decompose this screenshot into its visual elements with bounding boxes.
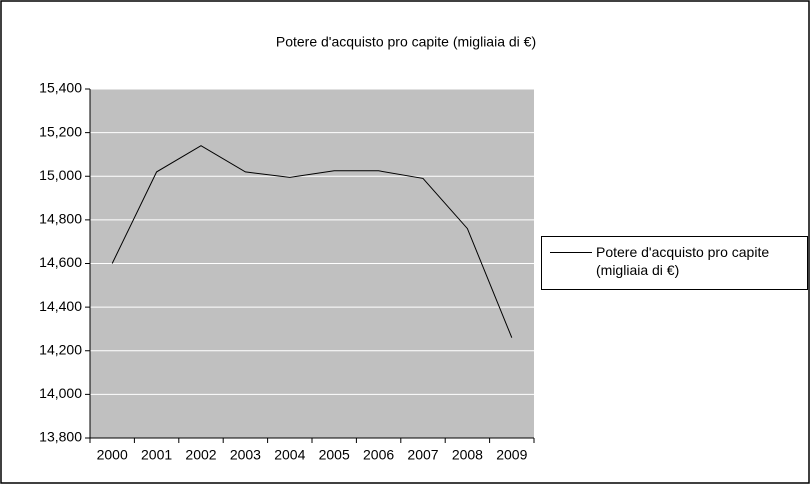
x-tick-label: 2001 xyxy=(141,447,172,463)
y-tick-label: 14,000 xyxy=(39,385,82,401)
y-tick-label: 15,400 xyxy=(39,80,82,96)
x-tick-label: 2004 xyxy=(274,447,305,463)
y-tick-label: 15,000 xyxy=(39,167,82,183)
chart-title: Potere d'acquisto pro capite (migliaia d… xyxy=(276,34,536,50)
y-tick-label: 14,400 xyxy=(39,298,82,314)
y-tick-label: 14,600 xyxy=(39,254,82,270)
x-tick-label: 2005 xyxy=(319,447,350,463)
y-tick-label: 13,800 xyxy=(39,429,82,445)
x-tick-label: 2006 xyxy=(363,447,394,463)
x-tick-label: 2002 xyxy=(185,447,216,463)
x-tick-label: 2008 xyxy=(452,447,483,463)
x-tick-label: 2007 xyxy=(407,447,438,463)
x-tick-label: 2000 xyxy=(97,447,128,463)
x-tick-label: 2009 xyxy=(496,447,527,463)
y-tick-label: 15,200 xyxy=(39,123,82,139)
line-series xyxy=(111,145,513,338)
y-tick-label: 14,800 xyxy=(39,211,82,227)
y-tick-label: 14,200 xyxy=(39,341,82,357)
legend-swatch xyxy=(550,252,592,253)
legend-label: Potere d'acquisto pro capite (migliaia d… xyxy=(596,244,770,278)
legend: Potere d'acquisto pro capite (migliaia d… xyxy=(541,236,808,290)
x-tick-label: 2003 xyxy=(230,447,261,463)
